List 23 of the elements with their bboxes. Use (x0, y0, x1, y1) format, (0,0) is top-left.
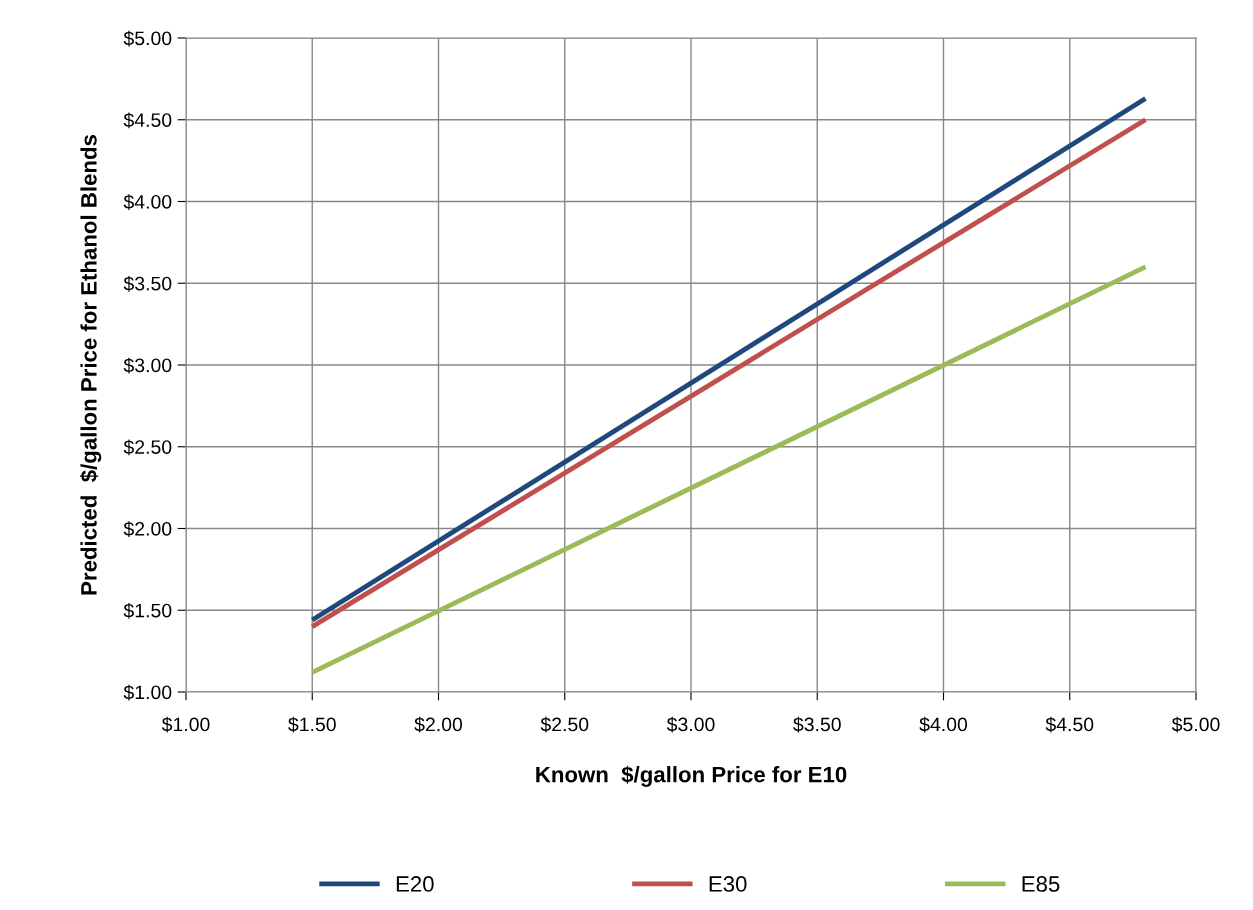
x-tick-label: $4.00 (919, 716, 968, 733)
y-tick-label: $4.50 (123, 112, 172, 129)
x-tick-label: $5.00 (1171, 716, 1220, 733)
y-tick-label: $2.00 (123, 521, 172, 537)
y-axis-title: Predicted $/gallon Price for Ethanol Blends (80, 134, 102, 595)
x-tick-label: $3.00 (666, 716, 715, 733)
y-tick-label: $3.50 (123, 275, 172, 292)
y-tick-label: $1.00 (123, 684, 172, 701)
y-tick-label: $2.50 (123, 439, 172, 456)
x-tick-label: $3.50 (793, 716, 841, 733)
x-tick-label: $2.50 (540, 716, 589, 733)
y-tick-label: $5.00 (123, 30, 172, 47)
y-tick-label: $3.00 (123, 357, 172, 374)
legend-label: E85 (1022, 876, 1060, 892)
x-tick-label: $2.00 (414, 716, 463, 733)
x-tick-label: $4.50 (1045, 716, 1094, 733)
x-axis-title: Known $/gallon Price for E10 (536, 765, 847, 787)
x-tick-label: $1.50 (288, 716, 336, 733)
legend-label: E20 (396, 876, 434, 892)
y-tick-label: $4.00 (123, 194, 172, 210)
y-tick-label: $1.50 (123, 602, 172, 619)
x-tick-label: $1.00 (161, 716, 210, 733)
legend-label: E30 (709, 876, 747, 892)
